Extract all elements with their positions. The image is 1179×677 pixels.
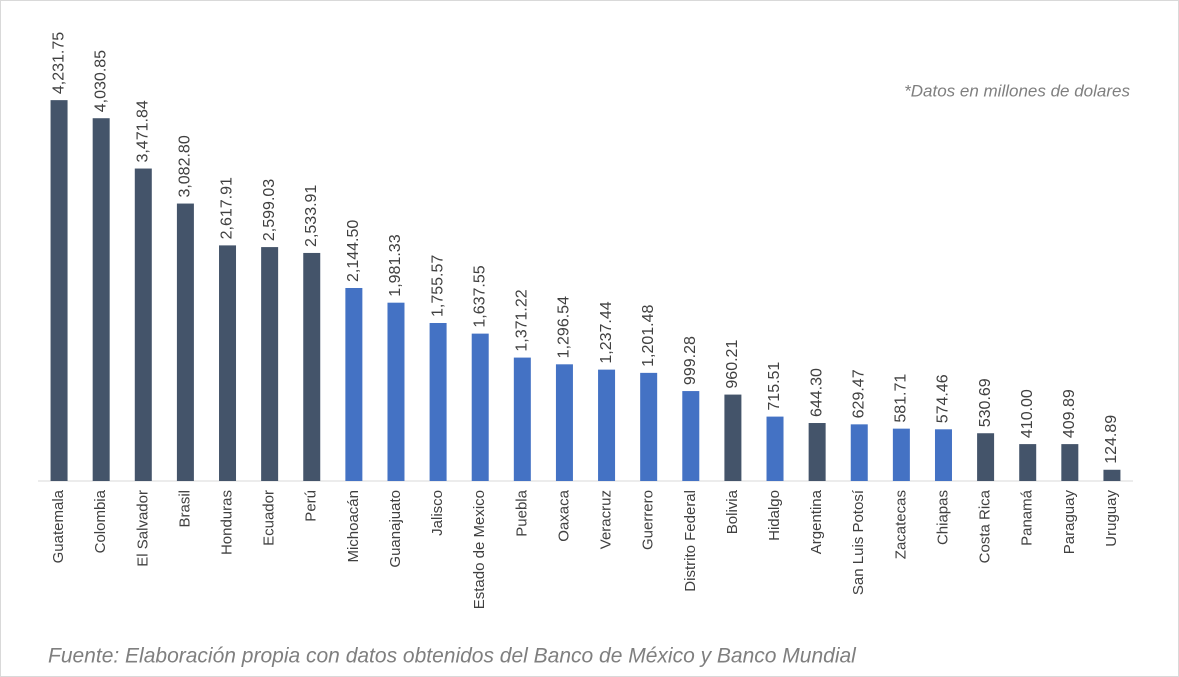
- x-tick-label: Zacatecas: [892, 490, 909, 559]
- x-tick-label: Panamá: [1019, 489, 1036, 546]
- value-label: 4,030.85: [92, 50, 109, 112]
- value-label: 3,082.80: [177, 135, 194, 197]
- x-tick-label: El Salvador: [134, 490, 151, 567]
- bar: [50, 100, 68, 481]
- bar: [598, 369, 616, 481]
- x-tick-label: Brasil: [176, 490, 193, 528]
- x-tick-label: Chiapas: [934, 490, 951, 545]
- x-tick-label: Distrito Federal: [682, 490, 699, 592]
- x-tick-label: Costa Rica: [977, 489, 994, 563]
- bar: [682, 391, 700, 481]
- x-tick-label: Colombia: [92, 489, 109, 553]
- bar: [261, 247, 279, 481]
- x-tick-label: Jalisco: [429, 490, 446, 536]
- source-note: Fuente: Elaboración propia con datos obt…: [48, 645, 857, 668]
- bar: [471, 333, 489, 481]
- x-tick-label: Guanajuato: [387, 490, 404, 568]
- x-tick-label: Oaxaca: [555, 489, 572, 541]
- value-label: 410.00: [1019, 389, 1036, 438]
- annotation: *Datos en millones de dolares: [904, 81, 1130, 100]
- value-label: 629.47: [850, 369, 867, 418]
- value-label: 1,201.48: [640, 304, 657, 366]
- x-tick-label: Puebla: [513, 489, 530, 536]
- bar: [555, 364, 573, 481]
- value-label: 2,617.91: [219, 177, 236, 239]
- bar: [513, 357, 531, 481]
- bar: [1019, 444, 1037, 481]
- x-tick-label: Perú: [303, 490, 320, 522]
- bar: [176, 203, 194, 481]
- value-label: 409.89: [1061, 389, 1078, 438]
- x-tick-label: San Luis Potosí: [850, 489, 867, 595]
- value-label: 1,371.22: [514, 289, 531, 351]
- bar: [640, 372, 658, 481]
- bar: [134, 168, 152, 481]
- x-tick-label: Estado de Mexico: [471, 490, 488, 609]
- bar: [387, 302, 405, 481]
- bar: [977, 433, 995, 481]
- value-label: 1,981.33: [387, 234, 404, 296]
- bar: [92, 118, 110, 481]
- value-label: 581.71: [893, 374, 910, 423]
- value-label: 999.28: [682, 336, 699, 385]
- x-tick-label: Guerrero: [640, 490, 657, 550]
- x-tick-label: Honduras: [218, 490, 235, 555]
- bar: [724, 394, 742, 481]
- x-tick-label: Argentina: [808, 489, 825, 554]
- x-tick-label: Veracruz: [598, 490, 615, 549]
- value-label: 1,637.55: [471, 265, 488, 327]
- value-label: 2,533.91: [303, 185, 320, 247]
- bar: [1103, 469, 1121, 481]
- value-label: 2,144.50: [345, 220, 362, 282]
- x-tick-label: Michoacán: [345, 490, 362, 563]
- x-tick-label: Bolivia: [724, 489, 741, 534]
- value-label: 530.69: [977, 378, 994, 427]
- bar: [345, 287, 363, 481]
- bar: [892, 428, 910, 481]
- value-label: 574.46: [935, 374, 952, 423]
- x-tick-label: Guatemala: [50, 489, 67, 563]
- x-tick-label: Hidalgo: [766, 490, 783, 541]
- bar: [219, 245, 237, 481]
- value-label: 644.30: [808, 368, 825, 417]
- value-label: 4,231.75: [50, 32, 67, 94]
- value-label: 124.89: [1103, 415, 1120, 464]
- bar: [850, 424, 868, 481]
- x-tick-label: Uruguay: [1103, 490, 1120, 547]
- value-label: 2,599.03: [261, 179, 278, 241]
- value-label: 1,237.44: [598, 301, 615, 363]
- x-tick-label: Ecuador: [261, 490, 278, 546]
- value-label: 960.21: [724, 340, 741, 389]
- value-label: 1,755.57: [429, 255, 446, 317]
- bar: [808, 423, 826, 481]
- bar: [934, 429, 952, 481]
- bar: [1061, 444, 1079, 481]
- value-label: 3,471.84: [135, 100, 152, 162]
- bar: [303, 252, 321, 481]
- bar: [429, 322, 447, 481]
- value-label: 1,296.54: [556, 296, 573, 358]
- x-tick-label: Paraguay: [1061, 490, 1078, 555]
- bar: [766, 416, 784, 481]
- value-label: 715.51: [766, 362, 783, 411]
